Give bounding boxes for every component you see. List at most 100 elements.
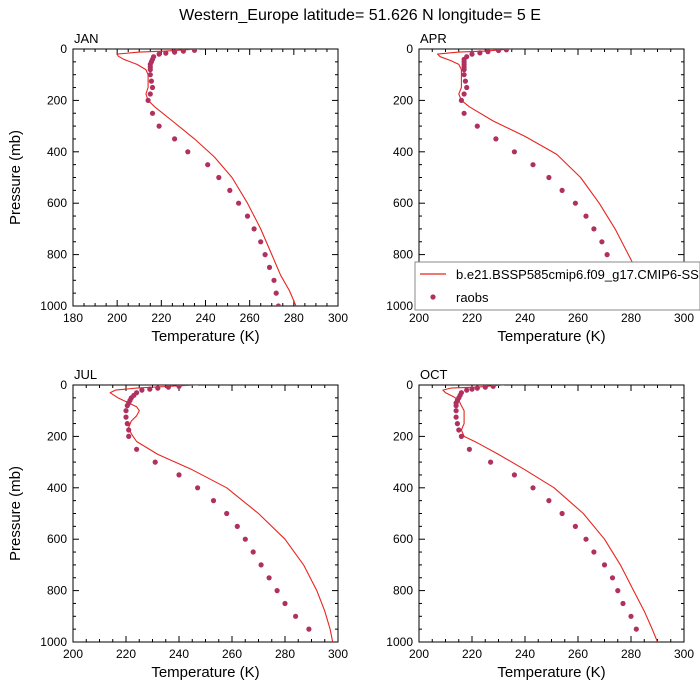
- y-tick-label: 1000: [386, 635, 413, 649]
- y-tick-label: 800: [393, 248, 413, 262]
- raobs-point: [474, 123, 480, 129]
- x-axis-label: Temperature (K): [151, 664, 259, 681]
- raobs-point: [530, 162, 536, 168]
- raobs-point: [469, 51, 475, 57]
- raobs-point: [591, 549, 597, 555]
- y-tick-label: 800: [47, 584, 67, 598]
- raobs-point: [124, 421, 130, 427]
- x-tick-label: 260: [240, 311, 260, 325]
- y-tick-label: 200: [47, 429, 67, 443]
- raobs-point: [458, 433, 464, 439]
- legend-model-label: b.e21.BSSP585cmip6.f09_g17.CMIP6-SSP5-8.…: [456, 267, 700, 282]
- model-line: [109, 385, 334, 642]
- raobs-point: [147, 67, 153, 73]
- raobs-point: [591, 226, 597, 232]
- raobs-point: [464, 84, 470, 91]
- raobs-point: [262, 252, 268, 258]
- raobs-point: [601, 562, 608, 568]
- raobs-point: [147, 72, 153, 78]
- raobs-point: [149, 110, 156, 116]
- raobs-point: [250, 549, 256, 555]
- raobs-point: [156, 51, 162, 57]
- raobs-point: [126, 427, 132, 433]
- y-tick-label: 200: [393, 429, 413, 443]
- raobs-point: [244, 213, 251, 219]
- panel-title: JAN: [74, 31, 99, 46]
- panel-jan: 180 200 220 240 260 280 300 0 200 400 600 800 1000 Te…: [7, 31, 348, 345]
- raobs-point: [615, 588, 621, 594]
- y-tick-label: 400: [393, 481, 413, 495]
- raobs-point: [453, 408, 459, 414]
- y-tick-label: 200: [393, 93, 413, 107]
- raobs-point: [258, 562, 264, 568]
- legend-raobs-marker: [430, 294, 436, 300]
- raobs-point: [511, 472, 517, 478]
- x-tick-label: 220: [116, 647, 136, 661]
- y-tick-label: 1000: [40, 299, 67, 313]
- raobs-point: [546, 498, 552, 504]
- panel-title: JUL: [74, 367, 97, 382]
- raobs-point: [633, 626, 639, 632]
- raobs-point: [126, 433, 132, 439]
- raobs-point: [147, 91, 153, 97]
- raobs-point: [488, 459, 494, 465]
- raobs-point: [461, 110, 467, 116]
- raobs-point: [306, 626, 312, 632]
- plot-frame: [72, 48, 339, 307]
- raobs-point: [145, 97, 151, 103]
- figure-title: Western_Europe latitude= 51.626 N longit…: [179, 7, 541, 24]
- x-tick-label: 260: [568, 647, 588, 661]
- raobs-point: [453, 403, 459, 409]
- raobs-point: [628, 613, 634, 619]
- raobs-point: [176, 472, 182, 478]
- x-tick-label: 300: [674, 647, 694, 661]
- x-axis-label: Temperature (K): [151, 328, 259, 345]
- raobs-point: [493, 136, 499, 142]
- raobs-point: [266, 264, 273, 270]
- raobs-point: [147, 386, 153, 392]
- raobs-point: [155, 385, 161, 391]
- raobs-point: [503, 49, 509, 53]
- x-tick-label: 280: [621, 311, 641, 325]
- y-tick-label: 400: [47, 145, 67, 159]
- raobs-point: [216, 174, 222, 181]
- raobs-point: [134, 446, 140, 452]
- raobs-point: [559, 510, 565, 517]
- x-tick-label: 280: [275, 647, 295, 661]
- raobs-point: [530, 485, 536, 491]
- raobs-point: [604, 252, 610, 258]
- x-tick-label: 200: [409, 647, 429, 661]
- raobs-point: [210, 498, 217, 504]
- raobs-point: [609, 575, 616, 581]
- raobs-point: [274, 588, 280, 594]
- raobs-point: [462, 78, 468, 84]
- legend: b.e21.BSSP585cmip6.f09_g17.CMIP6-SSP5-8.…: [414, 261, 700, 311]
- x-tick-label: 200: [409, 311, 429, 325]
- x-tick-label: 240: [515, 311, 535, 325]
- raobs-point: [148, 78, 154, 84]
- raobs-point: [266, 575, 272, 581]
- plot-frame: [72, 384, 339, 643]
- y-tick-label: 600: [47, 532, 67, 546]
- x-tick-label: 220: [462, 311, 482, 325]
- raobs-point: [454, 421, 460, 427]
- y-tick-label: 0: [60, 42, 67, 56]
- raobs-point: [251, 226, 257, 232]
- y-tick-label: 600: [47, 196, 67, 210]
- raobs-point: [258, 239, 264, 245]
- raobs-point: [165, 385, 171, 390]
- x-tick-label: 240: [195, 311, 215, 325]
- raobs-point: [123, 414, 129, 420]
- raobs-point: [293, 613, 299, 619]
- y-tick-label: 0: [406, 42, 413, 56]
- raobs-point: [185, 149, 191, 155]
- raobs-point: [163, 50, 169, 56]
- x-axis-label: Temperature (K): [497, 664, 605, 681]
- data-area: [442, 385, 659, 642]
- raobs-point: [195, 485, 201, 491]
- panel-oct: 200 220 240 260 280 300 0 200 400 600 800 1000 Tempe…: [386, 367, 694, 681]
- raobs-point: [176, 385, 182, 389]
- y-tick-label: 400: [47, 481, 67, 495]
- raobs-point: [456, 427, 462, 433]
- legend-raobs-label: raobs: [456, 290, 489, 305]
